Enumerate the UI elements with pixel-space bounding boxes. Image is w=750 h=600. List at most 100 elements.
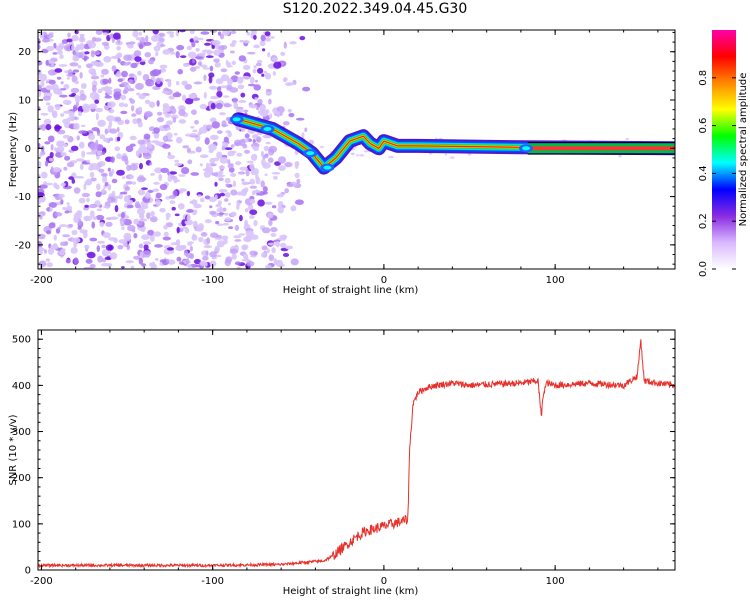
noise-blob [198,236,204,243]
noise-blob [248,104,258,109]
noise-blob [121,266,125,269]
snr-line [38,339,675,569]
noise-blob [110,216,119,220]
noise-blob [83,55,87,62]
noise-blob [66,73,76,77]
noise-blob [294,199,304,205]
noise-blob [203,245,212,249]
noise-blob [189,135,199,138]
noise-blob [49,206,53,212]
noise-blob [229,87,239,93]
noise-blob [219,112,226,116]
noise-blob [230,211,237,217]
noise-blob [193,81,203,85]
noise-blob [66,77,71,80]
colorbar: 0.0 0.2 0.4 0.6 0.8 Normalized spectral ampli… [698,30,749,277]
noise-blob [181,94,187,102]
noise-blob [90,75,100,80]
noise-blob [237,76,244,84]
noise-blob [173,176,178,184]
noise-blob [245,230,254,237]
noise-blob [189,30,195,35]
noise-blob [65,259,71,264]
noise-blob [237,84,245,90]
noise-blob [116,46,121,51]
noise-blob [73,257,79,265]
noise-blob [102,32,108,36]
noise-blob [267,242,277,246]
noise-blob [90,177,97,182]
noise-blob [205,55,214,58]
noise-blob [219,33,225,40]
noise-blob [285,245,294,250]
noise-blob [159,44,166,47]
noise-blob [78,55,82,58]
noise-blob [71,44,75,51]
noise-blob [155,51,159,57]
noise-blob [238,200,242,203]
noise-blob [83,266,93,269]
noise-blob [246,160,254,164]
noise-blob [129,135,137,141]
noise-blob [253,34,257,40]
noise-blob [104,182,109,187]
noise-blob [279,242,287,248]
noise-blob [278,165,286,171]
noise-blob [223,136,229,143]
noise-blob [84,204,89,208]
noise-blob [77,226,82,230]
x-tick-label: 100 [546,275,565,286]
y-tick-label: -10 [15,192,31,203]
noise-blob [125,181,133,185]
noise-blob [264,31,271,36]
noise-blob [287,108,292,113]
noise-blob [191,41,196,48]
noise-blob [247,83,256,87]
noise-blob [74,56,80,62]
noise-blob [75,101,79,107]
noise-blob [50,166,54,174]
noise-blob [63,110,72,114]
noise-blob [59,94,68,98]
noise-blob [178,109,186,117]
noise-blob [59,88,67,91]
noise-blob [141,149,150,154]
noise-blob [359,154,365,157]
noise-blob [150,173,156,176]
noise-blob [210,95,219,100]
noise-blob [45,160,49,167]
noise-blob [193,209,198,214]
noise-blob [255,62,262,67]
noise-blob [178,174,186,177]
noise-blob [88,41,97,49]
noise-blob [183,250,189,256]
noise-blob [57,92,63,96]
noise-blob [153,131,160,139]
noise-blob [222,30,230,36]
noise-blob [136,176,146,183]
noise-blob [95,107,103,113]
noise-blob [243,40,251,44]
noise-blob [50,59,55,66]
noise-blob [79,141,85,149]
noise-blob [104,95,112,99]
noise-blob [56,145,65,153]
noise-blob [218,189,228,193]
noise-blob [216,208,221,213]
noise-blob [204,195,211,200]
noise-blob [146,212,151,220]
x-tick-label: -100 [201,275,224,286]
noise-blob [200,31,210,35]
noise-blob [260,180,266,188]
noise-blob [167,80,172,88]
x-tick-label: -200 [30,275,53,286]
noise-blob [203,74,207,81]
noise-blob [255,174,259,180]
noise-blob [257,199,265,207]
noise-blob [218,170,224,175]
noise-blob [241,75,251,80]
noise-blob [266,248,270,254]
noise-blob [41,171,48,179]
noise-blob [107,101,116,108]
noise-blob [144,111,153,118]
